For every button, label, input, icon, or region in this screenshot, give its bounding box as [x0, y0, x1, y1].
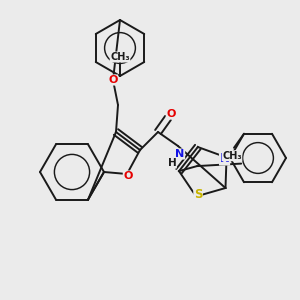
- Text: N: N: [176, 149, 184, 159]
- Text: O: O: [108, 75, 118, 85]
- Text: O: O: [123, 171, 133, 181]
- Text: O: O: [166, 109, 176, 119]
- Text: H: H: [168, 158, 176, 168]
- Text: N: N: [220, 152, 230, 165]
- Text: S: S: [194, 188, 203, 201]
- Text: CH₃: CH₃: [222, 151, 242, 161]
- Text: CH₃: CH₃: [110, 52, 130, 62]
